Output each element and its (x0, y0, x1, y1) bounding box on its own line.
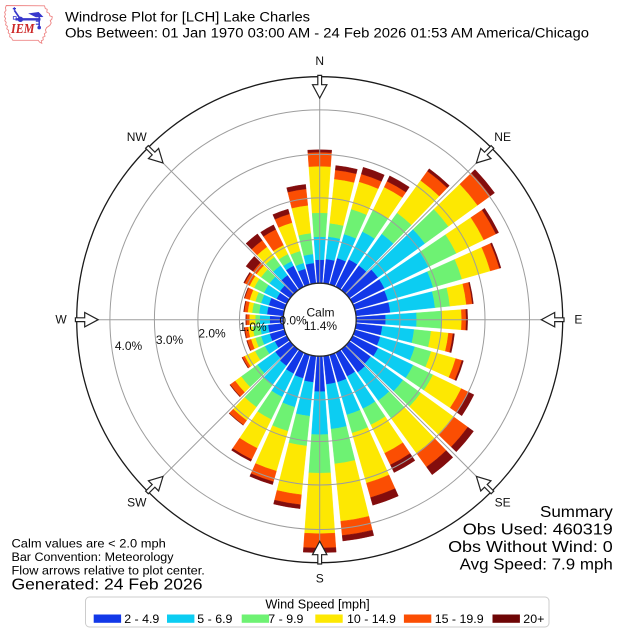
svg-text:Obs Without Wind: 0: Obs Without Wind: 0 (448, 539, 613, 556)
svg-text:Calm: Calm (306, 306, 334, 320)
svg-text:4.0%: 4.0% (115, 339, 143, 353)
svg-text:Obs Between: 01 Jan 1970 03:00: Obs Between: 01 Jan 1970 03:00 AM - 24 F… (65, 26, 589, 41)
svg-text:W: W (55, 313, 67, 327)
svg-text:Avg Speed: 7.9 mph: Avg Speed: 7.9 mph (460, 557, 613, 574)
svg-text:SW: SW (127, 496, 147, 510)
svg-text:N: N (315, 54, 324, 68)
svg-text:15 - 19.9: 15 - 19.9 (435, 612, 484, 626)
svg-text:IEM: IEM (10, 21, 35, 36)
svg-text:SE: SE (495, 496, 511, 510)
svg-text:Summary: Summary (540, 504, 613, 521)
svg-text:0.0%: 0.0% (279, 314, 307, 328)
svg-text:Generated: 24 Feb 2026: Generated: 24 Feb 2026 (12, 577, 203, 594)
svg-text:Calm values are < 2.0 mph: Calm values are < 2.0 mph (12, 537, 166, 551)
svg-text:Wind Speed [mph]: Wind Speed [mph] (265, 598, 369, 612)
svg-text:Flow arrows relative to plot c: Flow arrows relative to plot center. (12, 564, 205, 578)
svg-text:Bar Convention: Meteorology: Bar Convention: Meteorology (12, 550, 175, 564)
svg-text:Windrose Plot for [LCH] Lake C: Windrose Plot for [LCH] Lake Charles (65, 10, 310, 25)
svg-text:S: S (316, 571, 324, 585)
svg-text:10 - 14.9: 10 - 14.9 (347, 612, 396, 626)
svg-text:E: E (574, 313, 582, 327)
svg-text:5 - 6.9: 5 - 6.9 (197, 612, 232, 626)
svg-text:Obs Used: 460319: Obs Used: 460319 (463, 522, 613, 539)
svg-text:7 - 9.9: 7 - 9.9 (268, 612, 303, 626)
svg-text:NW: NW (127, 130, 148, 144)
svg-text:1.0%: 1.0% (239, 320, 267, 334)
svg-text:NE: NE (494, 130, 511, 144)
svg-text:3.0%: 3.0% (156, 333, 184, 347)
svg-text:11.4%: 11.4% (304, 319, 337, 333)
svg-text:20+: 20+ (523, 612, 544, 626)
svg-text:2.0%: 2.0% (198, 327, 226, 341)
svg-text:2 - 4.9: 2 - 4.9 (124, 612, 159, 626)
